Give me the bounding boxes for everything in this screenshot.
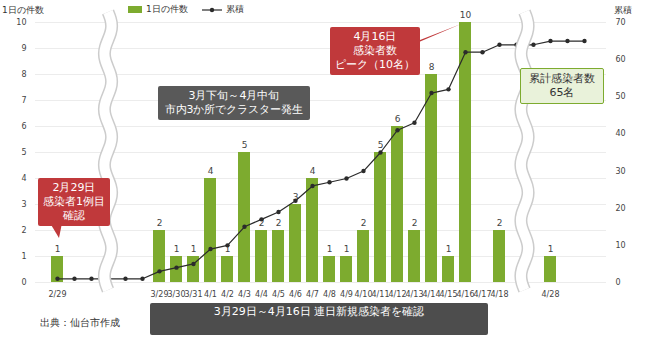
svg-text:4/14: 4/14: [423, 290, 441, 299]
svg-text:2: 2: [361, 218, 367, 228]
svg-text:3/29: 3/29: [151, 290, 169, 299]
svg-text:8: 8: [429, 62, 435, 72]
svg-text:2: 2: [258, 218, 265, 229]
svg-text:0: 0: [616, 278, 621, 287]
svg-text:70: 70: [616, 18, 626, 27]
html-text:1日の件数: 1日の件数: [146, 4, 188, 14]
html-text:3月下旬～4月中旬 市内3か所でクラスター発生: 3月下旬～4月中旬 市内3か所でクラスター発生: [164, 89, 304, 116]
svg-text:4/8: 4/8: [323, 290, 336, 299]
svg-text:1: 1: [174, 244, 180, 254]
svg-text:2/29: 2/29: [49, 290, 67, 299]
svg-text:4/1: 4/1: [204, 290, 217, 299]
svg-text:3/30: 3/30: [168, 290, 186, 299]
svg-text:4/6: 4/6: [289, 290, 302, 299]
svg-text:2: 2: [276, 218, 282, 228]
svg-text:4: 4: [208, 166, 214, 176]
svg-text:9: 9: [21, 44, 26, 53]
svg-text:20: 20: [616, 204, 626, 213]
html-text:出典：仙台市作成: 出典：仙台市作成: [40, 317, 120, 328]
svg-text:1: 1: [548, 244, 554, 254]
svg-text:4/10: 4/10: [355, 290, 373, 299]
svg-text:4/28: 4/28: [542, 290, 560, 299]
svg-text:1: 1: [224, 244, 231, 255]
svg-text:4/11: 4/11: [372, 290, 390, 299]
svg-text:4/4: 4/4: [255, 290, 268, 299]
svg-text:4/18: 4/18: [491, 290, 509, 299]
svg-text:2: 2: [157, 218, 163, 228]
html-text:3月29日～4月16日 連日新規感染者を確認: 3月29日～4月16日 連日新規感染者を確認: [213, 305, 425, 318]
html-text:累計感染者数 65名: 累計感染者数 65名: [529, 72, 595, 99]
svg-text:7: 7: [21, 96, 26, 105]
svg-text:60: 60: [616, 55, 626, 64]
svg-text:4: 4: [21, 174, 26, 183]
svg-text:2: 2: [412, 218, 418, 228]
svg-text:4/3: 4/3: [238, 290, 251, 299]
html-text:累積: 累積: [614, 5, 632, 15]
svg-text:30: 30: [616, 167, 626, 176]
svg-text:6: 6: [21, 122, 26, 131]
html-text:4月16日 感染者数 ピーク（10名）: 4月16日 感染者数 ピーク（10名）: [335, 30, 415, 71]
svg-text:4/5: 4/5: [272, 290, 285, 299]
svg-text:4/17: 4/17: [474, 290, 492, 299]
html-text:累積: 累積: [225, 4, 244, 14]
svg-text:4/2: 4/2: [221, 290, 234, 299]
svg-text:3/31: 3/31: [185, 290, 203, 299]
svg-text:40: 40: [616, 129, 626, 138]
svg-text:4/12: 4/12: [389, 290, 407, 299]
svg-text:4/15: 4/15: [440, 290, 458, 299]
svg-text:10: 10: [616, 241, 626, 250]
svg-text:4/16: 4/16: [457, 290, 475, 299]
svg-text:1: 1: [446, 244, 452, 254]
svg-text:0: 0: [21, 278, 26, 287]
svg-text:1: 1: [327, 244, 333, 254]
svg-text:3: 3: [21, 200, 26, 209]
svg-text:50: 50: [616, 92, 626, 101]
svg-text:1: 1: [191, 244, 197, 254]
svg-text:10: 10: [460, 10, 472, 20]
svg-text:8: 8: [21, 70, 26, 79]
html-text:1日の件数: 1日の件数: [2, 5, 44, 15]
svg-text:4/9: 4/9: [340, 290, 353, 299]
html-text:2月29日 感染者1例目 確認: 2月29日 感染者1例目 確認: [43, 181, 105, 222]
svg-text:4/7: 4/7: [306, 290, 319, 299]
svg-text:1: 1: [55, 244, 61, 254]
svg-text:5: 5: [377, 140, 384, 151]
svg-text:5: 5: [242, 140, 248, 150]
svg-text:10: 10: [16, 18, 26, 27]
svg-text:3: 3: [293, 192, 299, 202]
svg-text:5: 5: [21, 148, 26, 157]
svg-text:1: 1: [344, 244, 350, 254]
svg-text:6: 6: [395, 114, 401, 124]
svg-text:2: 2: [497, 218, 503, 228]
svg-text:2: 2: [21, 226, 26, 235]
svg-text:1: 1: [21, 252, 26, 261]
svg-text:4/13: 4/13: [406, 290, 424, 299]
svg-text:4: 4: [310, 166, 316, 176]
